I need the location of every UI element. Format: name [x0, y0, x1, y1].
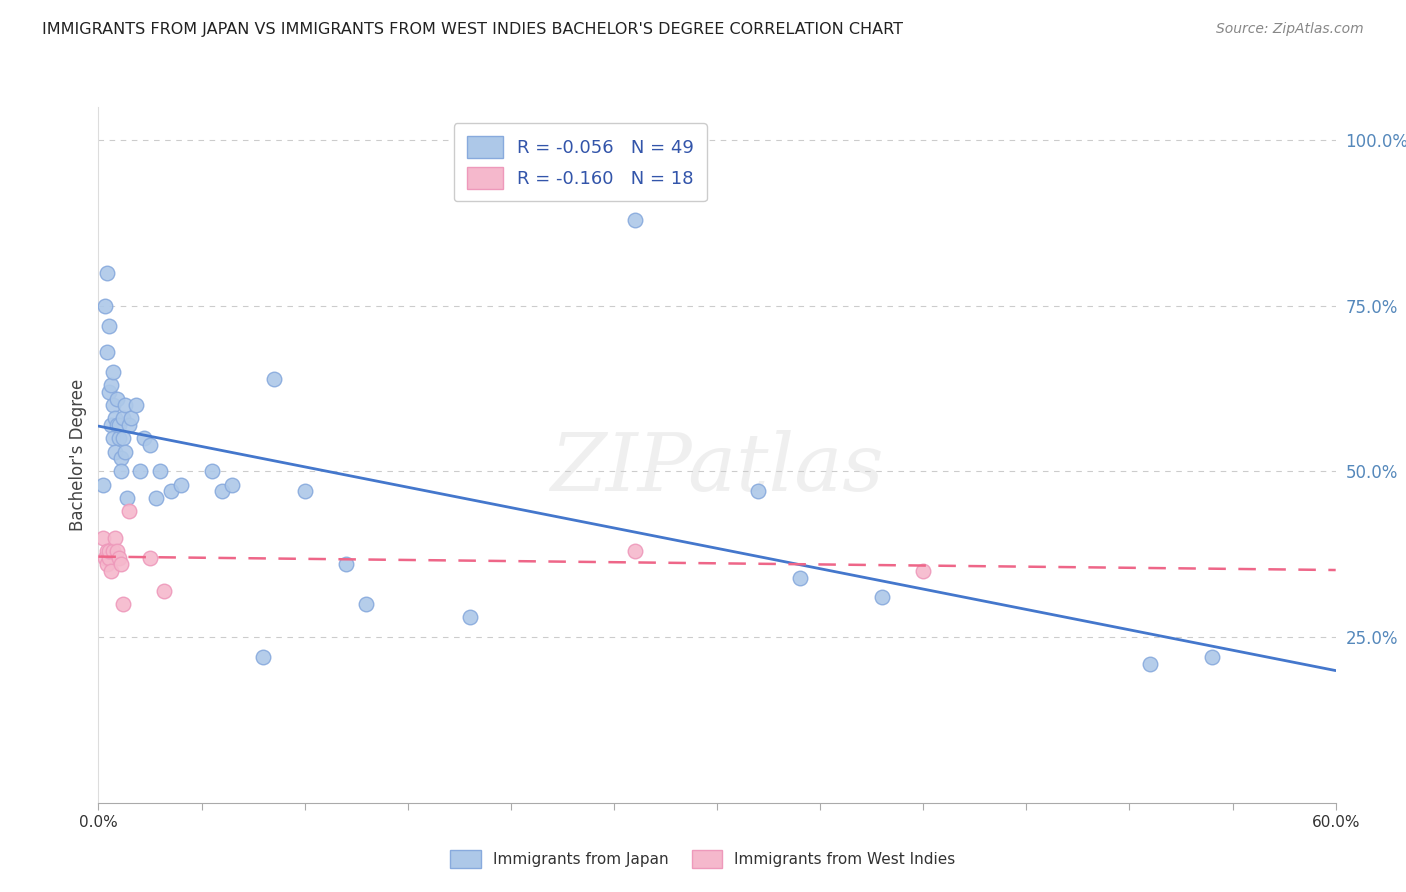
Point [120, 411, 142, 425]
Point [114, 398, 136, 412]
Point [100, 378, 122, 392]
Point [101, 365, 124, 379]
Point [1139, 657, 1161, 671]
Point [100, 564, 122, 578]
Point [104, 444, 127, 458]
Point [96, 544, 118, 558]
Point [91, 531, 114, 545]
Point [105, 392, 128, 406]
Point [112, 597, 135, 611]
Point [108, 550, 131, 565]
Legend: Immigrants from Japan, Immigrants from West Indies: Immigrants from Japan, Immigrants from W… [443, 843, 963, 875]
Point [97, 384, 120, 399]
Point [252, 650, 274, 665]
Point [170, 477, 193, 491]
Point [101, 398, 124, 412]
Point [108, 431, 131, 445]
Point [870, 591, 893, 605]
Point [105, 544, 128, 558]
Point [97, 318, 120, 333]
Point [110, 558, 132, 572]
Point [211, 484, 233, 499]
Point [101, 431, 124, 445]
Point [294, 484, 316, 499]
Legend: R = -0.056   N = 49, R = -0.160   N = 18: R = -0.056 N = 49, R = -0.160 N = 18 [454, 123, 707, 202]
Point [93, 299, 115, 313]
Point [263, 372, 285, 386]
Point [110, 465, 132, 479]
Point [101, 544, 124, 558]
Point [108, 418, 131, 433]
Y-axis label: Bachelor's Degree: Bachelor's Degree [69, 379, 87, 531]
Point [201, 465, 224, 479]
Point [139, 438, 162, 452]
Point [139, 550, 162, 565]
Point [96, 558, 118, 572]
Point [149, 465, 172, 479]
Point [747, 484, 769, 499]
Point [145, 491, 167, 505]
Point [153, 583, 176, 598]
Point [91, 477, 114, 491]
Point [132, 431, 155, 445]
Point [104, 531, 127, 545]
Point [97, 550, 120, 565]
Point [93, 550, 115, 565]
Text: IMMIGRANTS FROM JAPAN VS IMMIGRANTS FROM WEST INDIES BACHELOR'S DEGREE CORRELATI: IMMIGRANTS FROM JAPAN VS IMMIGRANTS FROM… [42, 22, 903, 37]
Point [356, 597, 378, 611]
Point [623, 212, 645, 227]
Point [1201, 650, 1223, 665]
Point [96, 266, 118, 280]
Point [221, 477, 243, 491]
Point [110, 451, 132, 466]
Text: Source: ZipAtlas.com: Source: ZipAtlas.com [1216, 22, 1364, 37]
Point [789, 570, 811, 584]
Point [623, 544, 645, 558]
Point [114, 444, 136, 458]
Point [104, 411, 127, 425]
Point [96, 345, 118, 359]
Point [128, 465, 150, 479]
Point [97, 544, 120, 558]
Point [117, 491, 139, 505]
Point [100, 418, 122, 433]
Point [458, 610, 481, 624]
Point [124, 398, 146, 412]
Point [112, 431, 135, 445]
Point [112, 411, 135, 425]
Point [118, 418, 141, 433]
Point [335, 558, 357, 572]
Point [105, 418, 128, 433]
Point [118, 504, 141, 518]
Point [159, 484, 181, 499]
Point [912, 564, 935, 578]
Text: ZIPatlas: ZIPatlas [550, 430, 884, 508]
